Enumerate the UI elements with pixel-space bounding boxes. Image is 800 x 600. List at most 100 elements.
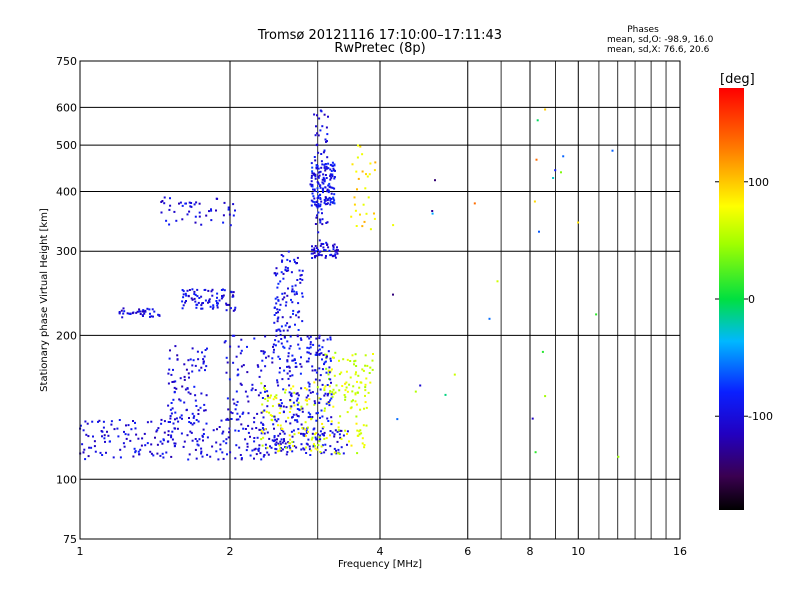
data-point bbox=[235, 355, 238, 358]
data-point bbox=[316, 114, 318, 117]
data-point bbox=[320, 153, 323, 155]
data-point bbox=[346, 390, 349, 393]
data-point bbox=[174, 411, 177, 414]
data-point bbox=[222, 221, 225, 224]
data-point bbox=[315, 125, 317, 128]
y-tick-label: 400 bbox=[56, 185, 77, 198]
data-point bbox=[307, 381, 310, 384]
data-point bbox=[284, 268, 287, 271]
data-point bbox=[171, 430, 174, 433]
data-point bbox=[317, 254, 320, 257]
data-point bbox=[340, 371, 343, 374]
data-point bbox=[359, 429, 362, 432]
data-point bbox=[152, 315, 154, 318]
data-point bbox=[293, 391, 296, 394]
data-point bbox=[286, 267, 289, 270]
data-point bbox=[290, 392, 293, 395]
y-tick-labels: 75 100 200 300 400 500 600 750 bbox=[56, 55, 77, 546]
data-point bbox=[315, 203, 318, 206]
data-point bbox=[333, 177, 336, 180]
data-point bbox=[329, 378, 332, 381]
data-point bbox=[236, 368, 239, 371]
data-point bbox=[328, 377, 330, 380]
data-point bbox=[342, 358, 345, 361]
data-point bbox=[273, 272, 276, 275]
data-point bbox=[277, 450, 280, 453]
data-point bbox=[361, 225, 364, 228]
data-point bbox=[473, 202, 476, 205]
data-point bbox=[188, 289, 191, 291]
data-point bbox=[317, 171, 320, 174]
data-point bbox=[184, 301, 187, 304]
data-point bbox=[310, 176, 313, 179]
data-point bbox=[292, 401, 295, 404]
data-point bbox=[276, 317, 279, 320]
data-point bbox=[227, 303, 230, 306]
data-point bbox=[170, 436, 173, 439]
data-point bbox=[87, 455, 90, 458]
data-point bbox=[293, 359, 296, 361]
data-point bbox=[310, 204, 313, 207]
data-point bbox=[324, 392, 327, 395]
data-point bbox=[179, 416, 182, 419]
data-point bbox=[350, 444, 353, 447]
data-point bbox=[173, 442, 176, 445]
data-point bbox=[244, 428, 247, 430]
data-point bbox=[313, 381, 316, 384]
data-point bbox=[317, 248, 319, 251]
data-point bbox=[185, 368, 188, 371]
grid bbox=[80, 61, 680, 539]
data-point bbox=[264, 428, 267, 431]
data-point bbox=[319, 186, 322, 189]
y-tick-label: 75 bbox=[63, 533, 77, 546]
data-point bbox=[282, 388, 285, 391]
data-point bbox=[103, 434, 106, 437]
data-point bbox=[104, 440, 106, 443]
data-point bbox=[256, 412, 259, 415]
data-point bbox=[326, 338, 329, 341]
data-point bbox=[279, 330, 282, 333]
data-point bbox=[319, 129, 322, 132]
data-point bbox=[273, 306, 276, 309]
data-point bbox=[531, 417, 534, 420]
data-point bbox=[223, 201, 226, 204]
data-point bbox=[158, 314, 161, 317]
data-point bbox=[210, 209, 213, 212]
data-point bbox=[296, 256, 299, 259]
data-point bbox=[348, 383, 351, 386]
data-point bbox=[373, 169, 376, 172]
data-point bbox=[193, 297, 196, 300]
data-point bbox=[154, 436, 156, 439]
data-point bbox=[314, 177, 317, 180]
data-point bbox=[332, 246, 335, 249]
data-point bbox=[293, 293, 296, 296]
data-point bbox=[544, 395, 547, 398]
data-point bbox=[170, 412, 173, 415]
data-point bbox=[192, 416, 195, 419]
data-point bbox=[188, 421, 191, 423]
data-point bbox=[275, 448, 278, 451]
data-point bbox=[322, 182, 325, 185]
data-point bbox=[277, 384, 280, 387]
data-point bbox=[358, 386, 361, 389]
data-point bbox=[191, 439, 194, 442]
data-point bbox=[356, 452, 359, 455]
data-point bbox=[286, 329, 289, 332]
data-point bbox=[316, 197, 319, 200]
data-point bbox=[198, 297, 201, 299]
data-point bbox=[183, 378, 186, 381]
data-point bbox=[333, 202, 336, 205]
data-point bbox=[246, 395, 249, 398]
data-point bbox=[275, 334, 278, 337]
data-point bbox=[206, 453, 209, 456]
data-point bbox=[340, 446, 343, 449]
data-point bbox=[298, 408, 301, 411]
x-tick-label: 10 bbox=[571, 545, 585, 558]
data-point bbox=[313, 197, 316, 200]
data-point bbox=[324, 163, 327, 165]
data-point bbox=[318, 117, 321, 120]
data-point bbox=[123, 310, 126, 313]
data-point bbox=[322, 426, 325, 429]
data-point bbox=[247, 412, 250, 415]
data-point bbox=[292, 312, 294, 315]
